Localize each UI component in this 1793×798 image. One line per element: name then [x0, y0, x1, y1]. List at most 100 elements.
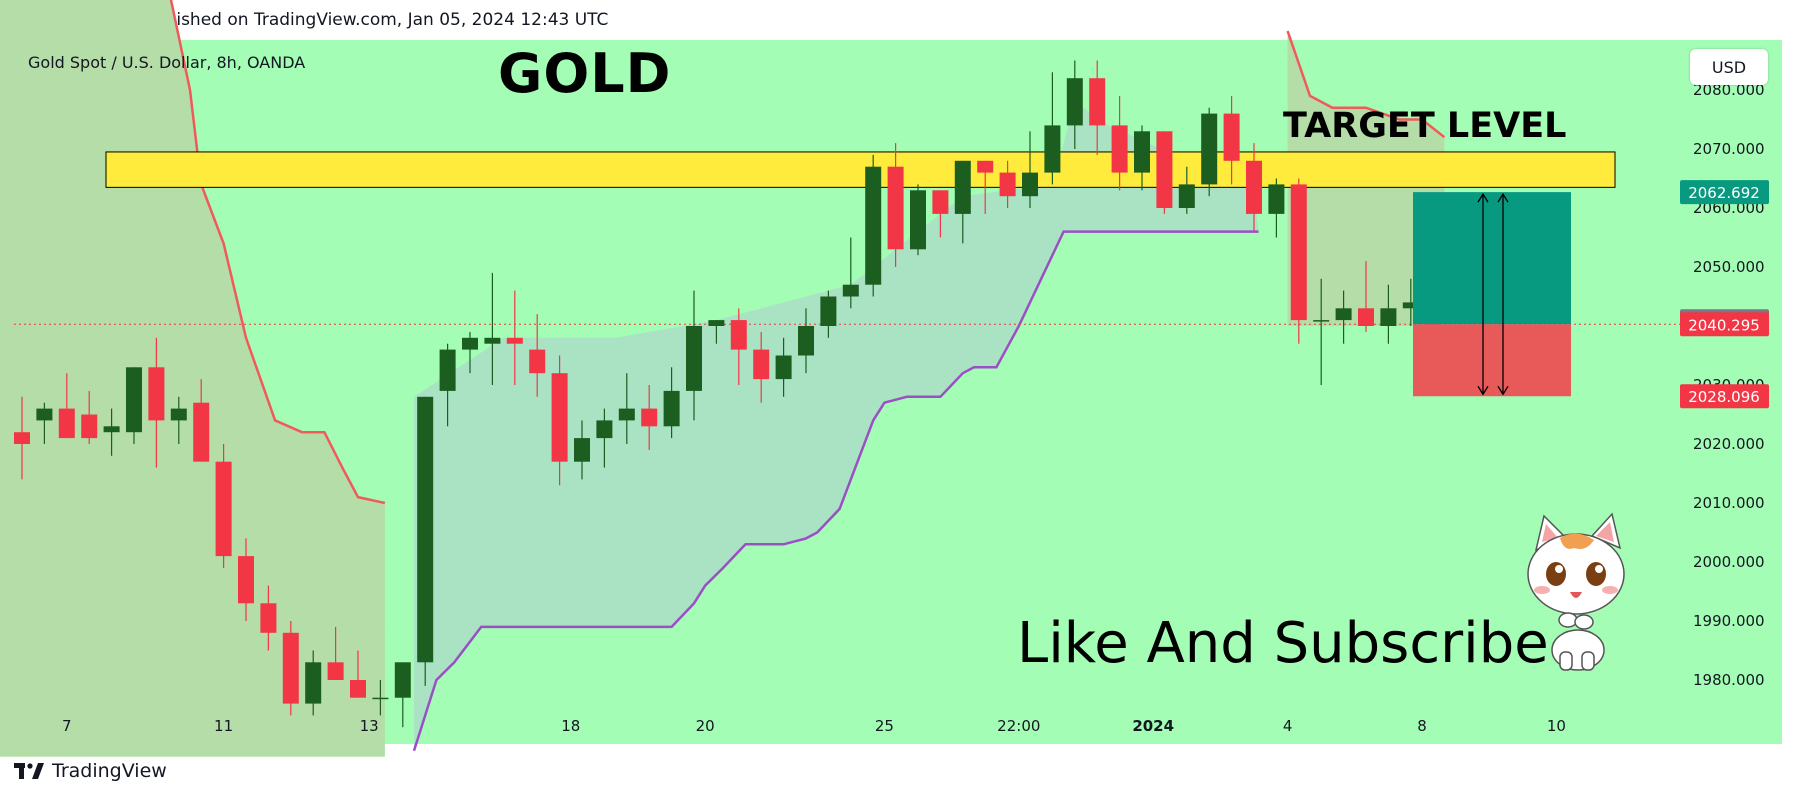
candles-group — [14, 60, 1442, 728]
candle-body — [1313, 320, 1330, 322]
candle-body — [462, 337, 478, 350]
time-tick-label: 8 — [1417, 717, 1427, 735]
price-label-text: 2040.295 — [1688, 316, 1760, 334]
candle-body — [81, 414, 98, 439]
time-tick-label: 11 — [214, 717, 233, 735]
candle-body — [1268, 184, 1285, 214]
candle-body — [1044, 125, 1061, 173]
candle-body — [842, 284, 859, 297]
time-tick-label: 10 — [1547, 717, 1566, 735]
candle-body — [126, 367, 142, 433]
candle-body — [1089, 78, 1106, 126]
price-tick-label: 2050.000 — [1693, 258, 1765, 276]
candle-body — [753, 349, 770, 380]
price-tick-label: 2080.000 — [1693, 81, 1765, 99]
time-tick-label: 13 — [360, 717, 379, 735]
time-tick-label: 18 — [561, 717, 580, 735]
resistance-line — [169, 0, 386, 505]
candle-body — [305, 662, 322, 704]
position-profit-zone[interactable] — [1413, 192, 1571, 325]
price-tick-label: 2070.000 — [1693, 140, 1765, 158]
candle-body — [36, 408, 53, 421]
candle-body — [1335, 308, 1352, 321]
price-label-box — [1680, 384, 1769, 409]
resistance-cloud — [0, 0, 385, 757]
time-tick-label: 25 — [875, 717, 894, 735]
candle-body — [618, 408, 635, 421]
candle-body — [574, 438, 590, 462]
time-tick-label: 22:00 — [997, 717, 1040, 735]
candle-body — [439, 349, 456, 391]
candle-body — [932, 190, 949, 214]
candle-body — [686, 326, 702, 391]
candle-body — [1178, 184, 1195, 208]
candle-body — [865, 166, 882, 285]
candle-body — [148, 367, 165, 421]
candle-body — [1380, 308, 1397, 326]
time-tick-label: 20 — [696, 717, 715, 735]
position-loss-zone[interactable] — [1413, 324, 1571, 397]
price-label-text: 2062.692 — [1688, 184, 1760, 202]
candle-body — [484, 337, 501, 344]
candle-body — [394, 662, 411, 698]
currency-button[interactable]: USD — [1690, 49, 1768, 85]
time-tick-label: 4 — [1283, 717, 1293, 735]
price-label-box — [1680, 312, 1769, 337]
candle-body — [103, 426, 120, 433]
candle-body — [1066, 78, 1083, 126]
candle-body — [798, 326, 814, 356]
resistance-line-right — [1286, 30, 1446, 139]
time-axis[interactable]: 7 11 13 18 20 25 22:00 2024 4 8 10 — [62, 717, 1566, 735]
candle-body — [977, 160, 994, 173]
candle-body — [529, 349, 546, 374]
candle-body — [910, 190, 926, 250]
candle-body — [372, 697, 389, 700]
tradingview-logo-icon — [14, 763, 44, 779]
candle-body — [215, 461, 232, 557]
candle-body — [820, 296, 837, 326]
candle-body — [327, 662, 344, 680]
candle-body — [1290, 184, 1307, 321]
tradingview-footer[interactable]: TradingView — [14, 760, 167, 782]
headline-text: GOLD — [498, 42, 672, 105]
target-level-text: TARGET LEVEL — [1283, 106, 1567, 146]
candle-body — [1223, 113, 1240, 161]
like-subscribe-text: Like And Subscribe — [1017, 611, 1549, 676]
candle-body — [238, 556, 254, 604]
candle-body — [282, 632, 299, 704]
candle-body — [775, 355, 792, 380]
candle-body — [417, 396, 434, 663]
candle-body — [596, 420, 613, 439]
cat-sticker-icon — [1527, 512, 1625, 671]
candle-body — [170, 408, 187, 421]
price-tick-label: 1990.000 — [1693, 612, 1765, 630]
support-line — [412, 230, 1259, 752]
candle-body — [1358, 308, 1374, 326]
candle-body — [14, 432, 30, 444]
candle-body — [887, 166, 904, 250]
time-tick-label: 7 — [62, 717, 72, 735]
candle-body — [1402, 302, 1419, 309]
symbol-info: Gold Spot / U.S. Dollar, 8h, OANDA — [28, 53, 306, 72]
price-tick-label: 1980.000 — [1693, 671, 1765, 689]
candle-body — [1156, 131, 1173, 208]
position-arrow-heads — [1477, 192, 1509, 396]
price-tick-label: 2020.000 — [1693, 435, 1765, 453]
price-tick-label: 2010.000 — [1693, 494, 1765, 512]
candle-body — [350, 680, 366, 698]
candle-body — [506, 337, 523, 344]
target-zone-rectangle[interactable] — [105, 151, 1616, 188]
candle-body — [1201, 113, 1218, 185]
candle-body — [193, 402, 210, 462]
price-label-box — [1680, 180, 1769, 205]
position-tool[interactable] — [1413, 192, 1571, 397]
price-label-text: 2028.096 — [1688, 388, 1760, 406]
candle-body — [1246, 160, 1262, 214]
candle-body — [551, 373, 568, 462]
candle-body — [999, 172, 1016, 197]
tradingview-brand-label: TradingView — [52, 760, 167, 782]
time-tick-label: 2024 — [1132, 717, 1174, 735]
candle-body — [663, 390, 680, 427]
